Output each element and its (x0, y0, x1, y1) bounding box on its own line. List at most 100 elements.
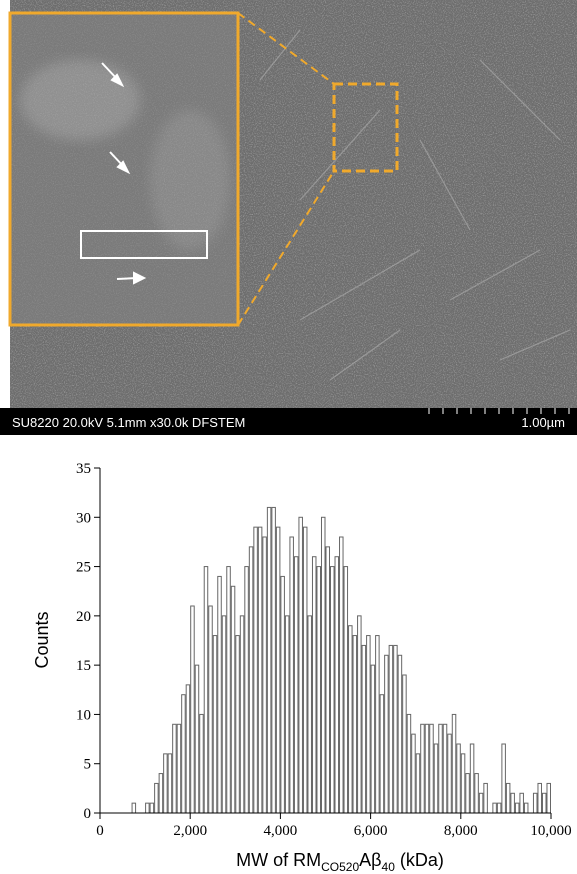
bar (158, 773, 164, 814)
bar (145, 802, 150, 814)
bar (194, 664, 200, 814)
bar (253, 526, 258, 814)
bar (217, 575, 222, 814)
bar (442, 723, 448, 814)
bar (532, 792, 538, 814)
bar (149, 802, 155, 814)
bar (424, 723, 430, 814)
bar (185, 684, 191, 814)
x-label-part: MW of RM (236, 850, 321, 870)
y-tick-label: 5 (84, 757, 92, 773)
bar (316, 566, 321, 814)
bar (167, 753, 173, 814)
bar (325, 546, 331, 814)
bar (523, 802, 529, 814)
y-tick-label: 0 (84, 806, 92, 822)
bar (505, 782, 511, 814)
bar (172, 723, 177, 814)
bar (352, 635, 358, 814)
bar (541, 792, 547, 814)
bar (411, 733, 416, 814)
bar (275, 526, 281, 814)
x-tick-label: 6,000 (354, 823, 388, 839)
bar (465, 773, 470, 814)
bar (474, 773, 479, 814)
bar (212, 635, 218, 814)
bar (320, 516, 326, 814)
bar (514, 802, 520, 814)
x-tick-label: 10,000 (530, 823, 571, 839)
bar (293, 556, 299, 814)
bar (330, 566, 335, 814)
y-tick-label: 30 (76, 510, 91, 526)
bar (311, 556, 317, 814)
bar (298, 516, 303, 814)
x-tick-label: 8,000 (444, 823, 478, 839)
bar (154, 782, 159, 814)
bar (199, 713, 204, 814)
bar (375, 635, 380, 814)
x-label-subscript: CO520 (321, 860, 359, 874)
bar (546, 782, 551, 814)
bar (226, 566, 231, 814)
bar (460, 753, 466, 814)
bar (334, 556, 340, 814)
bar (190, 605, 195, 814)
bar (366, 635, 371, 814)
bar (289, 536, 294, 814)
bar (203, 566, 209, 814)
bar (393, 644, 398, 814)
bar (307, 615, 312, 814)
y-axis-label: Counts (32, 611, 52, 668)
bar (361, 644, 367, 814)
bar (469, 743, 475, 814)
bar (302, 526, 308, 814)
sem-image: SU8220 20.0kV 5.1mm x30.0k DFSTEM 1.00µm (0, 0, 577, 435)
bar (406, 713, 412, 814)
bar (176, 723, 182, 814)
bar (519, 792, 524, 814)
bar (339, 536, 344, 814)
bar (163, 753, 168, 814)
bar (357, 615, 362, 814)
bar (420, 723, 425, 814)
bar (244, 566, 249, 814)
y-tick-label: 20 (76, 609, 91, 625)
x-label-part: Aβ (359, 850, 381, 870)
bar (456, 743, 461, 814)
bar (384, 654, 389, 814)
x-axis-label: MW of RMCO520Aβ40 (kDa) (236, 850, 444, 874)
x-tick-label: 4,000 (264, 823, 298, 839)
bar (248, 546, 254, 814)
bar (280, 575, 285, 814)
bar (451, 713, 457, 814)
bar (478, 792, 484, 814)
bar (510, 792, 515, 814)
x-tick-label: 0 (96, 823, 104, 839)
bar (257, 526, 263, 814)
bar (262, 536, 267, 814)
bar (429, 723, 434, 814)
bar (433, 743, 439, 814)
bar (235, 635, 240, 814)
bar (131, 802, 137, 814)
bar (370, 664, 376, 814)
bar (537, 782, 542, 814)
sem-caption: SU8220 20.0kV 5.1mm x30.0k DFSTEM (12, 415, 245, 430)
bar (501, 743, 506, 814)
bar (397, 654, 403, 814)
bar (221, 615, 227, 814)
bar (402, 674, 407, 814)
bar (266, 506, 272, 814)
bar (438, 723, 443, 814)
bar (492, 802, 497, 814)
bar (239, 615, 245, 814)
x-label-part: (kDa) (395, 850, 444, 870)
bar (379, 694, 385, 814)
bar (181, 694, 186, 814)
bar (483, 782, 488, 814)
y-tick-label: 25 (76, 560, 91, 576)
bar (271, 506, 276, 814)
bar (284, 615, 290, 814)
